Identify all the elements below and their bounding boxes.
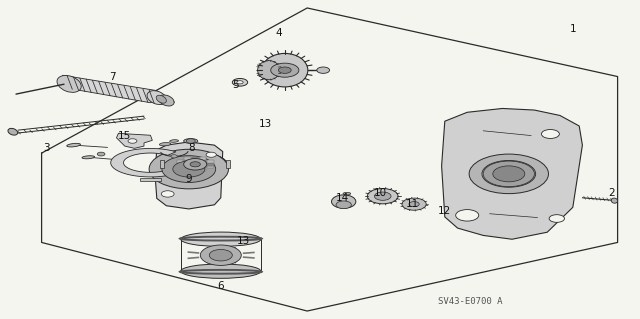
Ellipse shape (156, 95, 166, 103)
Polygon shape (140, 178, 161, 181)
Polygon shape (442, 108, 582, 239)
Polygon shape (200, 169, 206, 171)
Polygon shape (200, 166, 206, 168)
Circle shape (271, 63, 299, 77)
Ellipse shape (147, 91, 166, 105)
Circle shape (336, 201, 351, 209)
Ellipse shape (262, 54, 308, 87)
Polygon shape (200, 157, 206, 160)
Text: 12: 12 (438, 205, 451, 216)
Polygon shape (192, 166, 198, 168)
Circle shape (482, 160, 536, 187)
Text: 11: 11 (406, 199, 419, 209)
Circle shape (493, 166, 525, 182)
Ellipse shape (367, 189, 398, 204)
Ellipse shape (159, 143, 171, 146)
Circle shape (200, 245, 241, 265)
Polygon shape (226, 160, 230, 168)
Ellipse shape (611, 198, 618, 203)
Circle shape (209, 249, 232, 261)
Circle shape (184, 159, 207, 170)
Circle shape (278, 67, 291, 73)
Circle shape (190, 162, 200, 167)
Polygon shape (207, 160, 214, 163)
Text: 15: 15 (118, 130, 131, 141)
Circle shape (237, 81, 243, 84)
Circle shape (232, 78, 248, 86)
Circle shape (97, 152, 105, 156)
Text: 5: 5 (232, 79, 239, 90)
Text: 1: 1 (570, 24, 576, 34)
Ellipse shape (67, 143, 81, 147)
Ellipse shape (180, 232, 261, 246)
Polygon shape (60, 75, 161, 103)
Polygon shape (116, 133, 152, 148)
Ellipse shape (332, 195, 356, 208)
Polygon shape (192, 157, 198, 160)
Ellipse shape (180, 264, 261, 278)
Circle shape (374, 192, 391, 200)
Polygon shape (200, 163, 206, 166)
Circle shape (186, 139, 195, 143)
Text: 13: 13 (237, 236, 250, 246)
Circle shape (409, 202, 419, 207)
Circle shape (173, 161, 205, 177)
Circle shape (149, 149, 228, 189)
Polygon shape (160, 160, 164, 168)
Circle shape (162, 156, 216, 182)
Circle shape (128, 139, 137, 143)
Polygon shape (207, 166, 214, 168)
Ellipse shape (82, 156, 95, 159)
Polygon shape (111, 148, 176, 177)
Ellipse shape (8, 128, 18, 135)
Circle shape (171, 155, 177, 158)
Polygon shape (207, 163, 214, 166)
Circle shape (469, 154, 548, 194)
Polygon shape (184, 157, 191, 160)
Polygon shape (177, 160, 183, 163)
Polygon shape (192, 163, 198, 166)
Text: 14: 14 (336, 193, 349, 203)
Ellipse shape (170, 140, 179, 142)
Text: 13: 13 (259, 119, 272, 130)
Polygon shape (177, 166, 183, 168)
Ellipse shape (159, 95, 174, 106)
Circle shape (549, 215, 564, 222)
Text: 9: 9 (186, 174, 192, 184)
Text: 2: 2 (608, 188, 614, 198)
Ellipse shape (184, 138, 198, 144)
Circle shape (161, 191, 174, 197)
Text: 7: 7 (109, 71, 115, 82)
Polygon shape (192, 160, 198, 163)
Text: 4: 4 (275, 28, 282, 39)
Polygon shape (184, 163, 191, 166)
Polygon shape (184, 160, 191, 163)
Circle shape (456, 210, 479, 221)
Text: 8: 8 (189, 143, 195, 153)
Ellipse shape (163, 152, 227, 176)
Polygon shape (155, 142, 223, 209)
Ellipse shape (402, 198, 426, 210)
Polygon shape (184, 166, 191, 168)
Text: 10: 10 (374, 188, 387, 198)
Text: 3: 3 (43, 143, 49, 153)
Polygon shape (184, 169, 191, 171)
Polygon shape (200, 160, 206, 163)
Text: 6: 6 (218, 280, 224, 291)
Polygon shape (177, 163, 183, 166)
Ellipse shape (57, 75, 81, 93)
Circle shape (206, 152, 216, 157)
Circle shape (317, 67, 330, 73)
Circle shape (541, 130, 559, 138)
Polygon shape (192, 169, 198, 171)
Ellipse shape (258, 61, 280, 80)
Ellipse shape (343, 192, 351, 195)
Text: SV43-E0700 A: SV43-E0700 A (438, 297, 502, 306)
